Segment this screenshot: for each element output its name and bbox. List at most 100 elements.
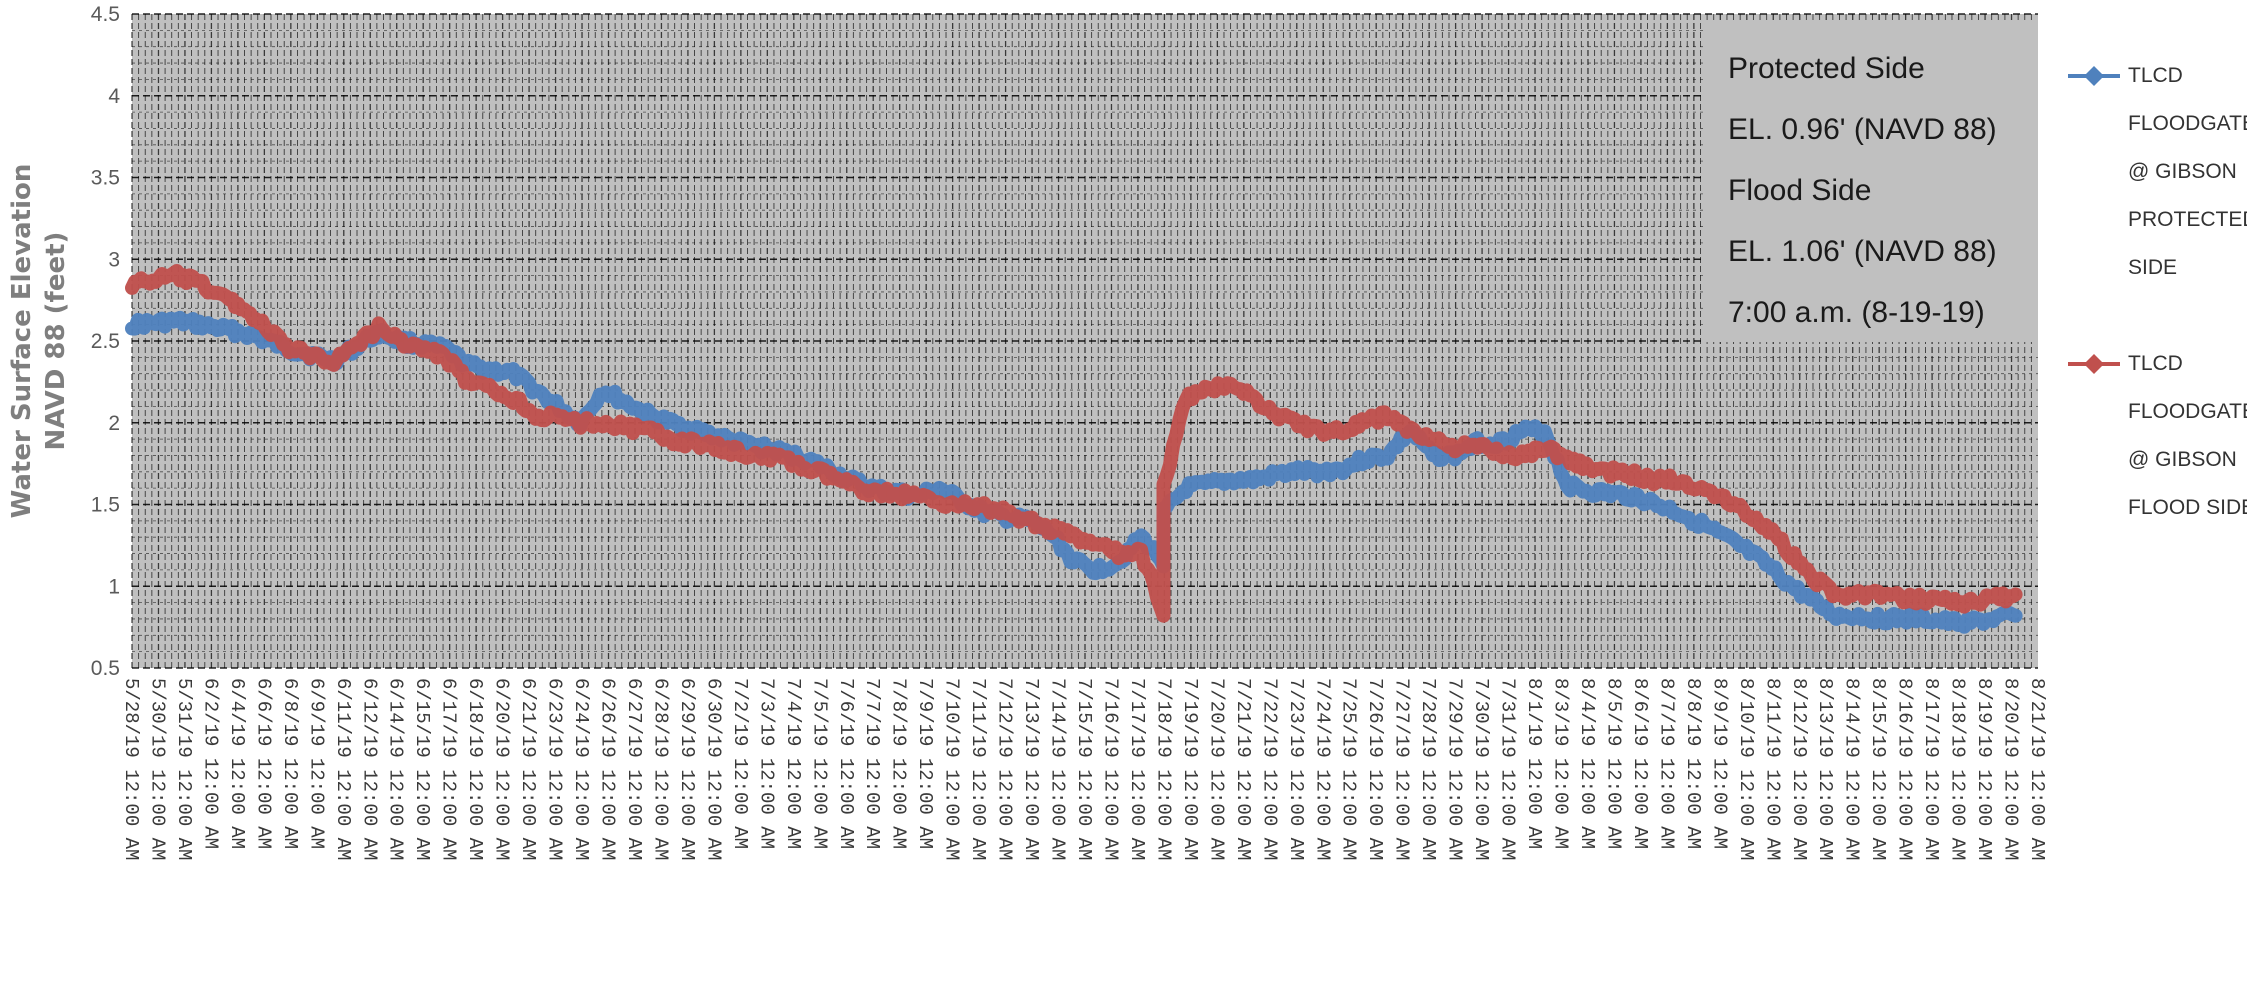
legend-label: FLOOD SIDE [2128,496,2247,519]
x-tick-label: 8/4/19 12:00 AM [1576,678,1598,849]
x-tick-label: 5/28/19 12:00 AM [120,678,142,860]
x-tick-label: 6/6/19 12:00 AM [252,678,274,849]
x-tick-label: 7/31/19 12:00 AM [1497,678,1519,860]
legend-label: @ GIBSON [2128,448,2237,471]
x-tick-label: 8/9/19 12:00 AM [1708,678,1730,849]
x-tick-label: 6/4/19 12:00 AM [226,678,248,849]
x-tick-label: 8/12/19 12:00 AM [1788,678,1810,860]
x-tick-label: 6/26/19 12:00 AM [597,678,619,860]
legend-label: TLCD [2128,352,2183,375]
legend-swatch-marker [2084,66,2104,86]
x-tick-label: 5/30/19 12:00 AM [147,678,169,860]
x-tick-label: 6/2/19 12:00 AM [199,678,221,849]
series-line-2 [125,264,2023,623]
annotation-line: Protected Side [1728,52,1925,85]
annotation-box: Protected Side EL. 0.96' (NAVD 88) Flood S… [1703,20,2038,342]
y-axis-label: Water Surface Elevation NAVD 88 (feet) [7,164,71,519]
legend-label: PROTECTED [2128,208,2247,231]
x-tick-label: 7/15/19 12:00 AM [1073,678,1095,860]
legend-label: FLOODGATE [2128,112,2247,135]
annotation-line: Flood Side [1728,174,1871,207]
x-tick-label: 8/13/19 12:00 AM [1814,678,1836,860]
x-tick-label: 7/10/19 12:00 AM [941,678,963,860]
y-axis-ticks: 0.5 1 1.5 2 2.5 3 3.5 4 4.5 [91,3,121,680]
x-tick-label: 7/26/19 12:00 AM [1364,678,1386,860]
annotation-line: 7:00 a.m. (8-19-19) [1728,296,1985,329]
x-tick-label: 8/7/19 12:00 AM [1655,678,1677,849]
x-tick-label: 6/14/19 12:00 AM [385,678,407,860]
x-tick-label: 7/18/19 12:00 AM [1152,678,1174,860]
x-tick-label: 7/28/19 12:00 AM [1417,678,1439,860]
x-tick-label: 6/9/19 12:00 AM [305,678,327,849]
x-tick-label: 8/15/19 12:00 AM [1867,678,1889,860]
x-tick-label: 8/6/19 12:00 AM [1629,678,1651,849]
x-tick-label: 8/19/19 12:00 AM [1973,678,1995,860]
series-lines [125,264,2023,634]
x-tick-label: 8/18/19 12:00 AM [1947,678,1969,860]
x-tick-label: 7/7/19 12:00 AM [861,678,883,849]
x-tick-label: 7/16/19 12:00 AM [1100,678,1122,860]
x-tick-label: 6/30/19 12:00 AM [702,678,724,860]
x-tick-label: 8/1/19 12:00 AM [1523,678,1545,849]
annotation-background [1703,20,2038,342]
x-tick-label: 7/27/19 12:00 AM [1391,678,1413,860]
x-tick-label: 6/29/19 12:00 AM [676,678,698,860]
x-tick-label: 6/27/19 12:00 AM [623,678,645,860]
x-tick-label: 7/2/19 12:00 AM [729,678,751,849]
y-tick-label: 1.5 [91,494,120,517]
x-tick-label: 7/17/19 12:00 AM [1126,678,1148,860]
x-tick-label: 8/21/19 12:00 AM [2026,678,2048,860]
legend-label: FLOODGATE [2128,400,2247,423]
x-tick-label: 7/24/19 12:00 AM [1311,678,1333,860]
x-tick-label: 7/29/19 12:00 AM [1444,678,1466,860]
x-tick-label: 7/11/19 12:00 AM [967,678,989,860]
y-axis-title: NAVD 88 (feet) [41,232,71,451]
x-tick-label: 7/6/19 12:00 AM [835,678,857,849]
y-tick-label: 0.5 [91,657,120,680]
x-tick-label: 8/10/19 12:00 AM [1735,678,1757,860]
x-tick-label: 7/4/19 12:00 AM [782,678,804,849]
x-tick-label: 6/12/19 12:00 AM [358,678,380,860]
y-tick-label: 4 [108,85,120,108]
x-tick-label: 8/3/19 12:00 AM [1550,678,1572,849]
x-tick-label: 7/13/19 12:00 AM [1020,678,1042,860]
annotation-line: EL. 0.96' (NAVD 88) [1728,113,1997,146]
x-tick-label: 8/17/19 12:00 AM [1920,678,1942,860]
x-tick-label: 8/16/19 12:00 AM [1894,678,1916,860]
x-tick-label: 7/25/19 12:00 AM [1338,678,1360,860]
legend-label: SIDE [2128,256,2177,279]
y-tick-label: 4.5 [91,3,120,26]
annotation-line: EL. 1.06' (NAVD 88) [1728,235,1997,268]
x-tick-label: 7/9/19 12:00 AM [914,678,936,849]
x-tick-label: 7/30/19 12:00 AM [1470,678,1492,860]
y-tick-label: 3 [108,248,120,271]
y-tick-label: 3.5 [91,167,120,190]
x-tick-label: 8/8/19 12:00 AM [1682,678,1704,849]
x-tick-label: 6/17/19 12:00 AM [438,678,460,860]
legend-swatch-marker [2084,354,2104,374]
y-tick-label: 1 [108,575,120,598]
x-tick-label: 7/22/19 12:00 AM [1258,678,1280,860]
x-tick-label: 5/31/19 12:00 AM [173,678,195,860]
x-tick-label: 7/14/19 12:00 AM [1047,678,1069,860]
x-tick-label: 6/24/19 12:00 AM [570,678,592,860]
legend-label: TLCD [2128,64,2183,87]
x-tick-label: 7/20/19 12:00 AM [1205,678,1227,860]
x-tick-label: 8/20/19 12:00 AM [2000,678,2022,860]
x-tick-label: 8/11/19 12:00 AM [1761,678,1783,860]
x-tick-label: 8/5/19 12:00 AM [1602,678,1624,849]
legend-label: @ GIBSON [2128,160,2237,183]
x-tick-label: 8/14/19 12:00 AM [1841,678,1863,860]
x-tick-label: 7/12/19 12:00 AM [994,678,1016,860]
y-tick-label: 2.5 [91,330,120,353]
x-tick-label: 7/5/19 12:00 AM [808,678,830,849]
x-tick-label: 6/15/19 12:00 AM [411,678,433,860]
x-tick-label: 6/23/19 12:00 AM [544,678,566,860]
y-tick-label: 2 [108,412,120,435]
x-tick-label: 6/11/19 12:00 AM [332,678,354,860]
x-tick-label: 7/19/19 12:00 AM [1179,678,1201,860]
x-tick-label: 6/21/19 12:00 AM [517,678,539,860]
x-axis-ticks: 5/28/19 12:00 AM 5/30/19 12:00 AM 5/31/19 … [120,678,2048,860]
x-tick-label: 7/23/19 12:00 AM [1285,678,1307,860]
